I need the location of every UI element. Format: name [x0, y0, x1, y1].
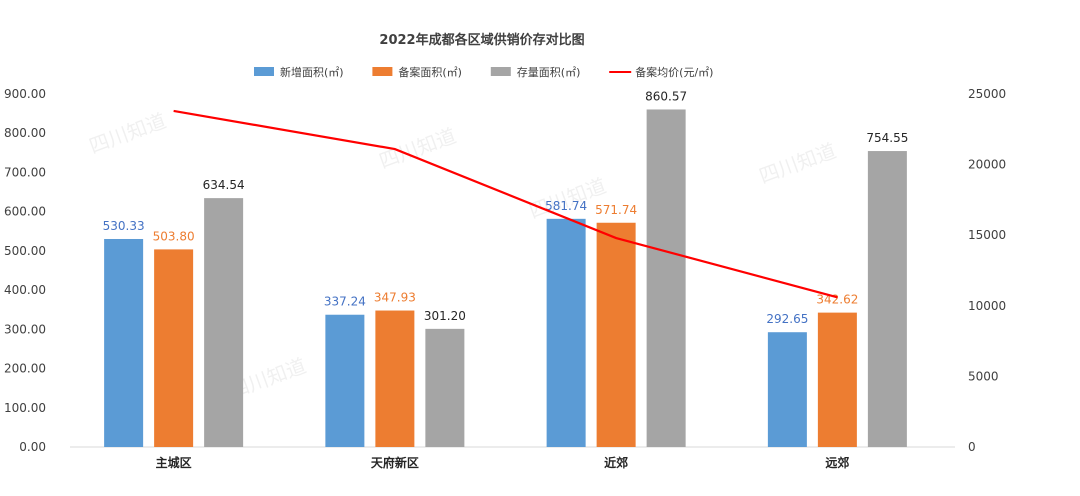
bar-data-label: 337.24 — [324, 295, 366, 309]
right-tick-label: 20000 — [968, 158, 1006, 172]
category-label: 远郊 — [825, 455, 849, 470]
bar — [375, 311, 414, 447]
legend-label: 存量面积(㎡) — [517, 65, 581, 79]
bar-data-label: 342.62 — [816, 293, 858, 307]
bar-data-label: 860.57 — [645, 89, 687, 103]
watermark-text: 四川知道 — [756, 138, 839, 188]
left-tick-label: 900.00 — [4, 87, 46, 101]
legend-label: 新增面积(㎡) — [280, 65, 344, 79]
watermark-text: 四川知道 — [86, 108, 169, 158]
legend-swatch — [491, 67, 511, 76]
bar-data-label: 347.93 — [374, 291, 416, 305]
left-tick-label: 0.00 — [19, 440, 46, 454]
left-tick-label: 300.00 — [4, 322, 46, 336]
bar-data-label: 301.20 — [424, 309, 466, 323]
category-label: 近郊 — [604, 455, 628, 470]
right-y-axis: 0 5000 10000 15000 20000 25000 — [968, 87, 1006, 454]
bar — [204, 198, 243, 447]
legend-swatch — [372, 67, 392, 76]
price-line-layer — [174, 111, 838, 297]
legend-label: 备案面积(㎡) — [398, 65, 462, 79]
bar — [647, 109, 686, 447]
legend-swatch — [254, 67, 274, 76]
left-tick-label: 100.00 — [4, 401, 46, 415]
bar-data-label: 530.33 — [103, 219, 145, 233]
left-tick-label: 500.00 — [4, 244, 46, 258]
legend-label: 备案均价(元/㎡) — [635, 65, 713, 79]
bar — [768, 332, 807, 447]
left-tick-label: 800.00 — [4, 126, 46, 140]
chart-title: 2022年成都各区域供销价存对比图 — [379, 32, 584, 48]
right-tick-label: 5000 — [968, 369, 999, 383]
category-labels: 主城区 天府新区 近郊 远郊 — [156, 455, 850, 470]
bar-data-label: 292.65 — [766, 312, 808, 326]
bar — [547, 219, 586, 447]
right-tick-label: 25000 — [968, 87, 1006, 101]
bar-data-label: 581.74 — [545, 199, 587, 213]
bar — [868, 151, 907, 447]
bar — [818, 313, 857, 447]
category-label: 天府新区 — [371, 455, 419, 470]
bar — [104, 239, 143, 447]
bar — [425, 329, 464, 447]
bar — [325, 315, 364, 447]
right-tick-label: 15000 — [968, 228, 1006, 242]
right-tick-label: 10000 — [968, 299, 1006, 313]
right-tick-label: 0 — [968, 440, 976, 454]
bar-data-label: 503.80 — [153, 229, 195, 243]
left-tick-label: 200.00 — [4, 362, 46, 376]
left-tick-label: 700.00 — [4, 165, 46, 179]
legend: 新增面积(㎡) 备案面积(㎡) 存量面积(㎡) 备案均价(元/㎡) — [254, 65, 713, 79]
left-tick-label: 600.00 — [4, 205, 46, 219]
bar — [597, 223, 636, 447]
bar — [154, 249, 193, 447]
left-tick-label: 400.00 — [4, 283, 46, 297]
bars: 530.33 503.80 634.54 337.24 347.93 301.20 581.… — [103, 89, 909, 447]
price-line — [174, 111, 838, 297]
left-y-axis: 0.00 100.00 200.00 300.00 400.00 500.00 600.00… — [4, 87, 46, 454]
bar-data-label: 754.55 — [866, 131, 908, 145]
category-label: 主城区 — [156, 455, 192, 470]
bar-data-label: 571.74 — [595, 203, 637, 217]
bar-data-label: 634.54 — [203, 178, 245, 192]
